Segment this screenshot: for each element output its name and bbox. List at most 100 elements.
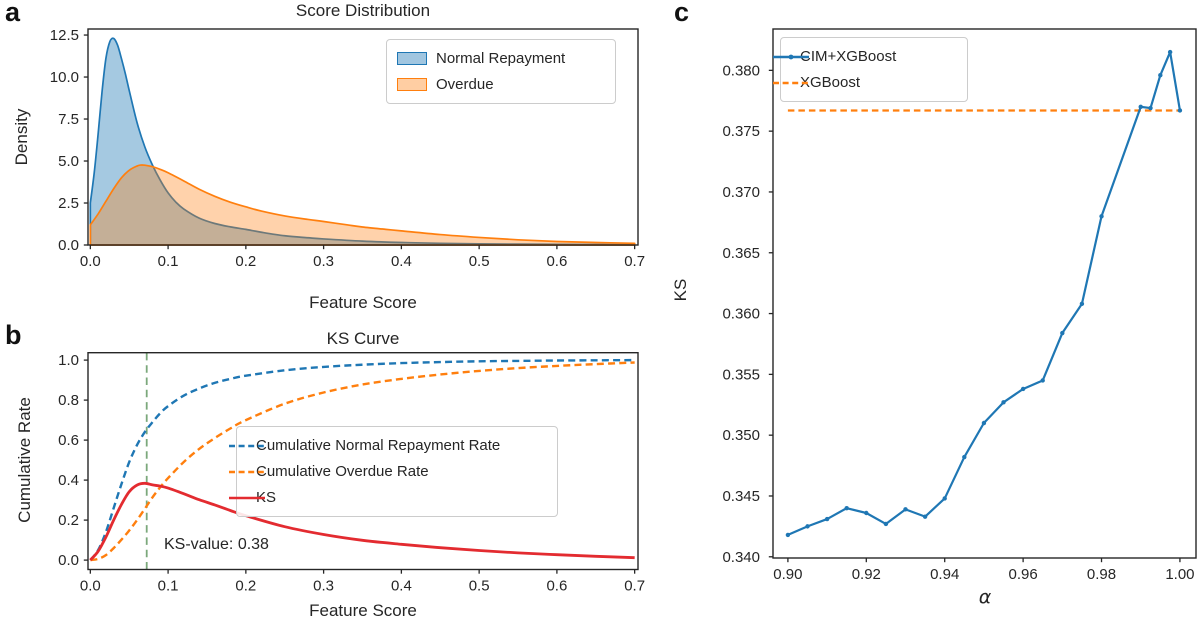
data-point-marker xyxy=(864,510,869,516)
legend-panel-a: Normal Repayment Overdue xyxy=(386,39,616,104)
y-tick-label: 0.350 xyxy=(722,427,760,444)
y-tick-label: 0.6 xyxy=(58,432,79,449)
x-tick-label: 1.00 xyxy=(1165,566,1194,583)
legend-panel-b: Cumulative Normal Repayment Rate Cumulat… xyxy=(229,426,558,517)
data-point-marker xyxy=(942,496,947,501)
x-tick-label: 0.2 xyxy=(235,253,256,270)
y-tick-label: 2.5 xyxy=(58,195,79,212)
x-tick-label: 0.0 xyxy=(80,253,101,270)
legend-item-cumulative-normal-repayment-rate: Cumulative Normal Repayment Rate xyxy=(229,434,547,457)
panel-label-b: b xyxy=(5,320,22,350)
legend-line-swatch xyxy=(773,54,809,59)
legend-label: CIM+XGBoost xyxy=(800,48,897,65)
x-tick-label: 0.2 xyxy=(235,578,256,595)
series-overdue xyxy=(89,164,636,246)
legend-label: XGBoost xyxy=(800,74,861,91)
legend-line-swatch xyxy=(773,81,809,84)
data-point-marker xyxy=(785,532,791,538)
series-cumulative-normal-repayment-rate xyxy=(89,358,635,561)
x-tick-label: 0.96 xyxy=(1009,566,1038,583)
panel-c-xaxis-label: α xyxy=(978,586,992,608)
data-point-marker xyxy=(1079,301,1085,307)
data-point-marker xyxy=(883,521,889,527)
y-tick-label: 0.355 xyxy=(722,366,760,383)
y-tick-label: 0.380 xyxy=(722,62,760,79)
data-point-marker xyxy=(1138,104,1143,110)
x-tick-label: 0.6 xyxy=(546,253,567,270)
data-point-marker xyxy=(903,507,908,512)
legend-label: KS xyxy=(256,489,277,506)
x-tick-label: 0.3 xyxy=(313,253,334,270)
x-tick-label: 0.1 xyxy=(158,253,179,270)
panel-a-xaxis-label: Feature Score xyxy=(309,293,417,312)
x-tick-label: 0.94 xyxy=(930,566,959,583)
axes-frame xyxy=(87,28,639,246)
data-point-marker xyxy=(1167,49,1173,55)
y-tick-label: 0.340 xyxy=(722,549,760,566)
x-tick-label: 0.5 xyxy=(469,578,490,595)
y-tick-label: 0.8 xyxy=(58,392,79,409)
legend-item-overdue: Overdue xyxy=(397,73,605,96)
y-tick-label: 0.370 xyxy=(722,184,760,201)
legend-swatch-overdue xyxy=(397,78,427,91)
data-point-marker xyxy=(1148,105,1153,111)
data-point-marker xyxy=(1099,214,1104,219)
legend-line-swatch xyxy=(229,444,265,447)
y-tick-label: 0.360 xyxy=(722,306,760,323)
legend-label: Overdue xyxy=(436,76,494,93)
x-tick-label: 0.1 xyxy=(158,578,179,595)
series-cim-xgboost xyxy=(787,51,1182,536)
data-point-marker xyxy=(1177,108,1183,113)
x-tick-label: 0.5 xyxy=(469,253,490,270)
y-tick-label: 7.5 xyxy=(58,111,79,128)
y-tick-label: 0.4 xyxy=(58,472,79,489)
panel-c-yaxis-label: KS xyxy=(671,278,690,302)
legend-item-normal-repayment: Normal Repayment xyxy=(397,47,605,70)
y-tick-label: 0.0 xyxy=(58,237,79,254)
y-tick-label: 5.0 xyxy=(58,153,79,170)
x-tick-label: 0.6 xyxy=(546,578,567,595)
panel-label-a: a xyxy=(5,0,21,27)
legend-line-swatch xyxy=(229,470,265,473)
legend-label: Normal Repayment xyxy=(436,50,566,67)
panel-b-xaxis-label: Feature Score xyxy=(309,601,417,620)
data-point-marker xyxy=(824,516,830,522)
panel-b-title: KS Curve xyxy=(326,329,400,348)
data-point-marker xyxy=(962,454,967,460)
data-point-marker xyxy=(805,524,810,529)
legend-label: Cumulative Normal Repayment Rate xyxy=(256,437,501,454)
legend-swatch-normal-repayment xyxy=(397,52,427,65)
legend-item-cim-xgboost: CIM+XGBoost xyxy=(773,45,957,68)
x-tick-label: 0.4 xyxy=(391,578,412,595)
y-tick-label: 0.2 xyxy=(58,512,79,529)
series-normal-repayment xyxy=(89,37,636,246)
panel-a-yaxis-label: Density xyxy=(12,108,31,166)
y-tick-label: 1.0 xyxy=(58,352,79,369)
x-tick-label: 0.92 xyxy=(852,566,881,583)
data-point-marker xyxy=(1060,330,1065,336)
data-point-marker xyxy=(1020,386,1026,392)
axes-frame xyxy=(87,352,639,571)
x-tick-label: 0.7 xyxy=(624,578,645,595)
panel-label-c: c xyxy=(674,0,690,27)
x-tick-label: 0.4 xyxy=(391,253,412,270)
x-tick-label: 0.3 xyxy=(313,578,334,595)
panel-a-chart: 0.0 0.1 0.2 0.3 0.4 0.5 0.6 0.7 0.0 2.5 5.0 7.5 10.0… xyxy=(50,27,645,270)
y-tick-label: 0.365 xyxy=(722,245,760,262)
x-tick-label: 0.98 xyxy=(1087,566,1116,583)
data-point-marker xyxy=(1040,378,1045,383)
ks-value-annotation: KS-value: 0.38 xyxy=(164,536,269,553)
legend-item-ks: KS xyxy=(229,486,547,509)
legend-item-cumulative-overdue-rate: Cumulative Overdue Rate xyxy=(229,460,547,483)
axes-frame xyxy=(772,28,1197,559)
y-tick-label: 0.345 xyxy=(722,488,760,505)
panel-c-chart: 0.90 0.92 0.94 0.96 0.98 1.00 0.340 0.345 0.350 0… xyxy=(722,28,1197,583)
series-ks xyxy=(89,481,635,562)
legend-label: Cumulative Overdue Rate xyxy=(256,463,429,480)
legend-item-xgboost: XGBoost xyxy=(773,71,957,94)
panel-a-title: Score Distribution xyxy=(295,1,431,20)
x-tick-label: 0.0 xyxy=(80,578,101,595)
y-tick-label: 10.0 xyxy=(50,69,79,86)
x-tick-label: 0.7 xyxy=(624,253,645,270)
